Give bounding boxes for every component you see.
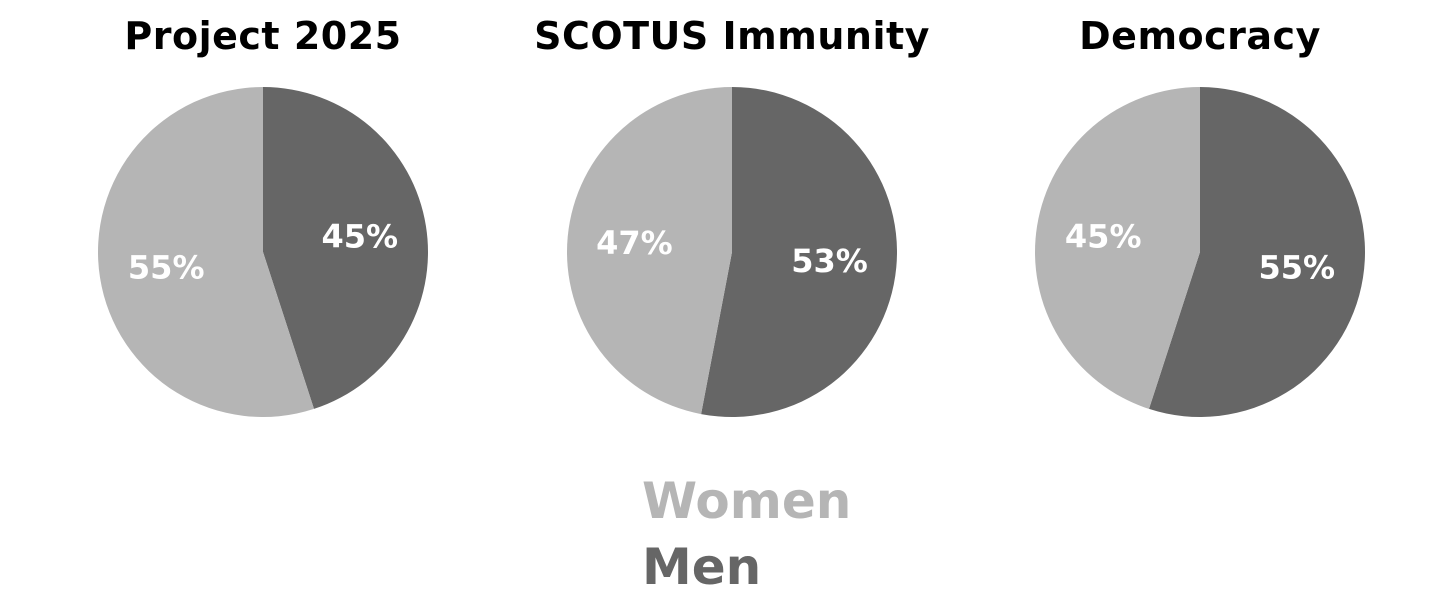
- legend-item-men: Men: [642, 538, 762, 596]
- pie-slice-women: [567, 87, 732, 415]
- legend-item-women: Women: [642, 472, 852, 530]
- legend: Women Men: [642, 468, 851, 600]
- slice-label-women: 55%: [128, 248, 205, 286]
- pie-chart-democracy: Democracy 55% 45%: [1000, 0, 1400, 440]
- pie-slice-men: [701, 87, 898, 417]
- pie-chart-scotus-immunity: SCOTUS Immunity 53% 47%: [532, 0, 932, 440]
- slice-label-men: 53%: [791, 242, 868, 280]
- pie-chart-svg: 53% 47%: [567, 87, 898, 417]
- pie-slice-women: [1035, 87, 1200, 409]
- chart-title: SCOTUS Immunity: [534, 14, 930, 58]
- slice-label-men: 55%: [1258, 248, 1335, 286]
- chart-title: Project 2025: [124, 14, 402, 58]
- pie-slice-men: [263, 87, 428, 409]
- pie-slice-men: [1149, 87, 1365, 418]
- chart-title: Democracy: [1079, 14, 1321, 58]
- pie-chart-project-2025: Project 2025 45% 55%: [63, 0, 463, 440]
- slice-label-women: 47%: [596, 224, 673, 262]
- slice-label-men: 45%: [321, 218, 398, 256]
- slice-label-women: 45%: [1065, 218, 1142, 256]
- pie-slice-women: [97, 87, 314, 417]
- pie-chart-svg: 55% 45%: [1035, 87, 1365, 418]
- pie-chart-svg: 45% 55%: [97, 87, 428, 417]
